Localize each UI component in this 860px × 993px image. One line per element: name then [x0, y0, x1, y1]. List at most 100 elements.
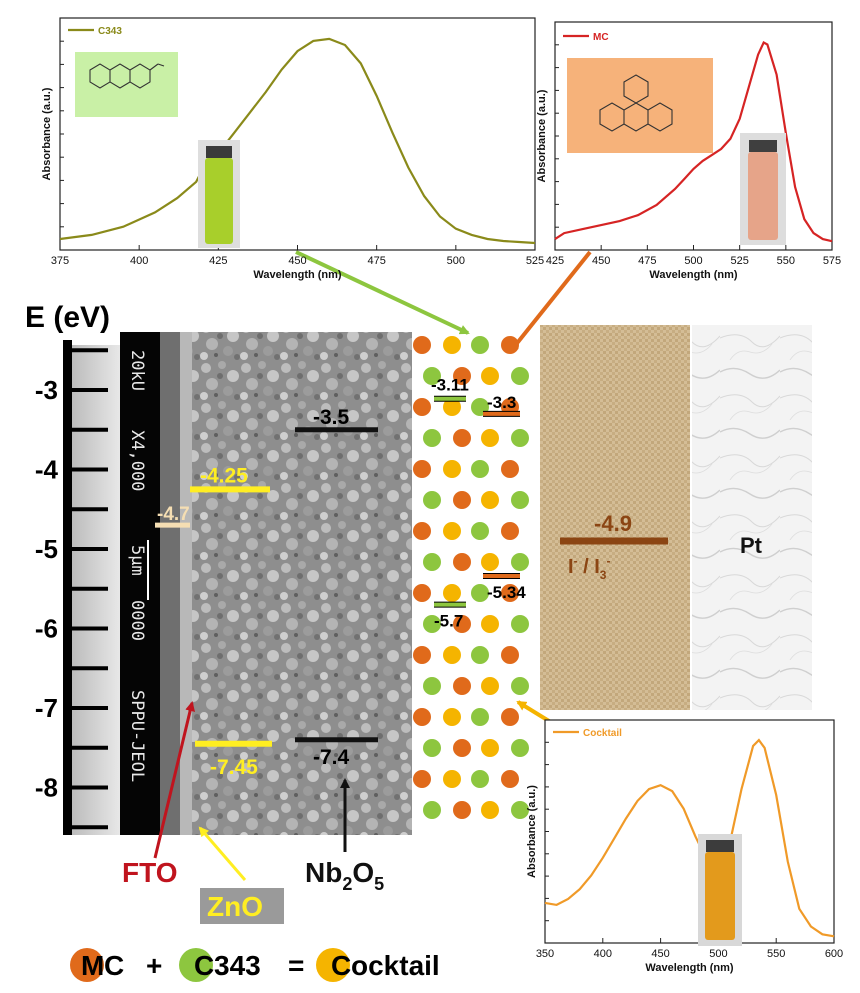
sem-caption: 20kU X4,000 5µm 0000 SPPU-JEOL [127, 350, 147, 782]
x-tick-label: 375 [51, 255, 69, 267]
dye-dot [501, 584, 519, 602]
sem-image: 20kU X4,000 5µm 0000 SPPU-JEOL [120, 332, 412, 835]
x-tick-label: 450 [592, 255, 610, 267]
legend-cocktail-rest: ocktail [351, 950, 440, 981]
legend-c343-rest: 343 [214, 950, 261, 981]
chart-frame [544, 719, 835, 944]
x-tick-label: 350 [536, 948, 554, 960]
dye-dot [481, 429, 499, 447]
x-tick-label: 475 [638, 255, 656, 267]
dye-dot [453, 491, 471, 509]
dye-dot [501, 522, 519, 540]
dye-dot [471, 708, 489, 726]
redox-level-label: -4.9 [594, 511, 632, 536]
x-tick-label: 550 [777, 255, 795, 267]
x-tick-label: 450 [288, 255, 306, 267]
dye-dot [511, 429, 529, 447]
dye-dot [413, 460, 431, 478]
dye-dot [471, 584, 489, 602]
dye-dot [453, 677, 471, 695]
x-tick-label: 450 [651, 948, 669, 960]
redox-i: I [568, 556, 574, 578]
fto-pointer-arrow [153, 701, 196, 859]
legend-mc-rest: C [104, 950, 124, 981]
dye-dot [501, 770, 519, 788]
dye-dot [453, 739, 471, 757]
x-tick-label: 500 [709, 948, 727, 960]
dye-dot [443, 460, 461, 478]
redox-i-charge: - [574, 554, 578, 568]
zno-vb-label: -7.45 [210, 756, 258, 779]
dye-dot [511, 739, 529, 757]
energy-axis: -3 -4 -5 -6 -7 -8 E (eV) [25, 301, 128, 835]
redox-triiodide-charge: - [606, 554, 610, 568]
legend-c343-letter: C [194, 950, 214, 981]
dye-dot [501, 708, 519, 726]
fto-label: FTO [122, 857, 177, 888]
dye-dot [471, 336, 489, 354]
energy-tick-label: -5 [35, 534, 58, 564]
dye-dot [501, 460, 519, 478]
mc-lumo-label: -3.3 [487, 393, 516, 412]
dye-dot [443, 398, 461, 416]
x-tick-label: 600 [825, 948, 843, 960]
cocktail-absorbance-chart: 350 400 450 500 550 600 Wavelength (nm) Absorba… [526, 719, 843, 974]
c343-to-dots-arrow [295, 250, 470, 335]
mc-structure-image [567, 58, 713, 153]
x-tick-label: 425 [209, 255, 227, 267]
legend-cocktail-dot [316, 948, 350, 982]
mc-homo-label: -5.34 [487, 583, 526, 602]
dye-dots [413, 336, 529, 819]
x-axis-label: Wavelength (nm) [253, 269, 342, 281]
x-axis-label: Wavelength (nm) [645, 962, 734, 974]
dye-dot [443, 708, 461, 726]
dye-dot [511, 677, 529, 695]
dye-dot [423, 739, 441, 757]
sem-caption-text: 5µm [127, 545, 147, 576]
dye-legend: M C + C 343 = C ocktail [70, 948, 440, 982]
x-tick-label: 525 [526, 255, 544, 267]
dye-dot [511, 367, 529, 385]
dye-dot [471, 460, 489, 478]
sem-caption-text: 20kU [127, 350, 147, 391]
dye-dot [423, 367, 441, 385]
mc-vial-image [740, 133, 786, 245]
redox-triiodide-subscript: 3 [600, 568, 607, 582]
c343-homo-label: -5.7 [434, 612, 463, 631]
x-tick-label: 400 [130, 255, 148, 267]
redox-couple-label: I- / I3- [568, 554, 610, 582]
nb2o5-sub-2: 2 [342, 874, 352, 894]
zno-label-background [200, 888, 284, 924]
sem-caption-text: 0000 [127, 600, 147, 641]
c343-vial-image [198, 140, 240, 248]
dye-dot [423, 491, 441, 509]
sem-glass-layer [180, 332, 192, 835]
energy-axis-ticks: -3 -4 -5 -6 -7 -8 [35, 348, 108, 830]
dye-dot [501, 646, 519, 664]
dye-dot [423, 677, 441, 695]
dye-dot [471, 522, 489, 540]
dye-dot [423, 801, 441, 819]
energy-tick-label: -8 [35, 773, 58, 803]
dye-dot [481, 739, 499, 757]
zno-label: ZnO [207, 891, 263, 922]
dye-dot [481, 801, 499, 819]
platinum-label: Pt [740, 533, 763, 558]
legend-mc-dot [70, 948, 104, 982]
legend-equals: = [288, 950, 304, 981]
dye-dot [481, 553, 499, 571]
dye-dot [471, 646, 489, 664]
energy-tick-label: -6 [35, 614, 58, 644]
dye-dot [413, 522, 431, 540]
dye-dot [481, 677, 499, 695]
dye-dot [443, 584, 461, 602]
energy-tick-label: -7 [35, 693, 58, 723]
dye-dot [453, 429, 471, 447]
legend-label: C343 [98, 26, 122, 37]
dye-dot [511, 553, 529, 571]
energy-tick-label: -4 [35, 455, 59, 485]
x-tick-label: 525 [730, 255, 748, 267]
legend-mc-letter: M [81, 950, 104, 981]
dye-dot [443, 336, 461, 354]
